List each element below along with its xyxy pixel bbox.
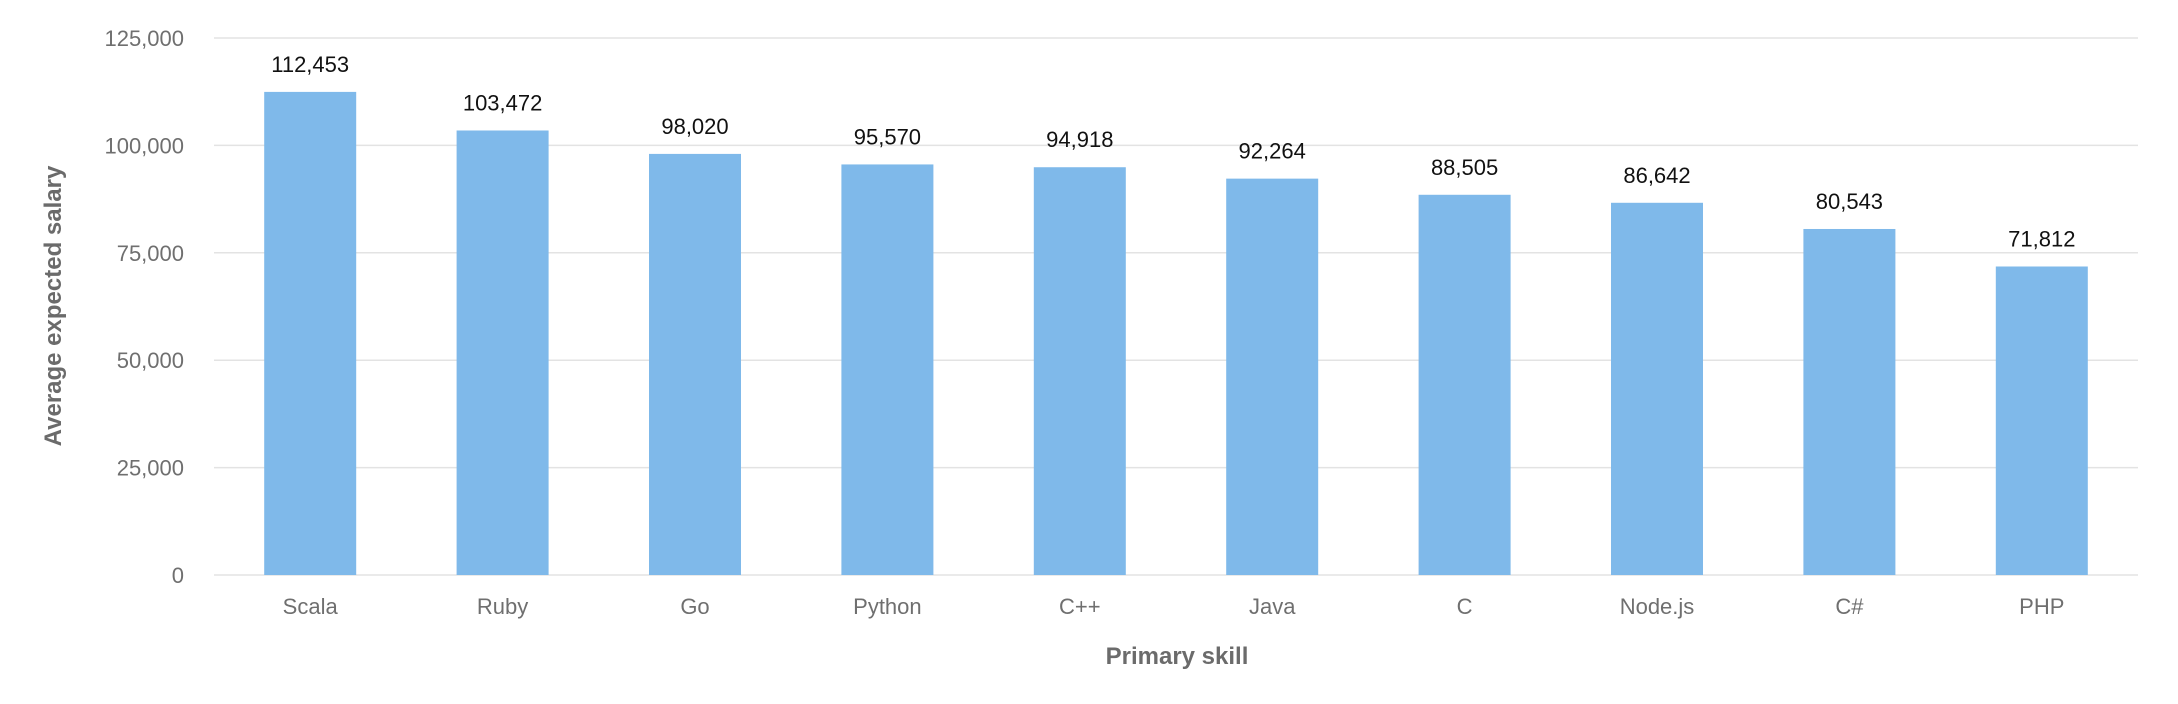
x-tick-label: Scala <box>283 594 339 619</box>
x-tick-label: C++ <box>1059 594 1101 619</box>
x-tick-label: PHP <box>2019 594 2064 619</box>
x-tick-label: Java <box>1249 594 1296 619</box>
bar <box>456 130 549 575</box>
bar <box>1226 178 1319 575</box>
x-tick-label: Ruby <box>477 594 528 619</box>
data-label: 92,264 <box>1239 139 1306 164</box>
y-axis-tick-labels: 0 25,000 50,000 75,000 100,000 125,000 <box>104 26 184 588</box>
bar <box>1995 266 2088 575</box>
y-tick-label: 75,000 <box>117 241 184 266</box>
bar <box>1611 202 1703 576</box>
bar <box>1033 167 1126 575</box>
data-label: 80,543 <box>1816 189 1883 214</box>
x-tick-label: C <box>1457 594 1473 619</box>
data-label: 94,918 <box>1046 127 1113 152</box>
data-label: 71,812 <box>2008 226 2075 251</box>
data-label: 103,472 <box>463 90 543 115</box>
data-label: 88,505 <box>1431 155 1498 180</box>
bars <box>264 91 2088 576</box>
x-tick-label: Python <box>853 594 922 619</box>
data-label: 86,642 <box>1623 163 1690 188</box>
bar <box>1418 194 1511 575</box>
data-label: 98,020 <box>661 114 728 139</box>
x-axis-title: Primary skill <box>1106 643 1249 670</box>
x-tick-label: C# <box>1835 594 1864 619</box>
y-axis-title: Average expected salary <box>40 165 67 446</box>
x-axis-tick-labels: Scala Ruby Go Python C++ Java C Node.js C# PHP <box>283 594 2065 619</box>
bar <box>1803 228 1896 575</box>
bar <box>264 91 357 575</box>
y-tick-label: 25,000 <box>117 456 184 481</box>
y-tick-label: 0 <box>172 563 184 588</box>
bar <box>649 153 741 576</box>
x-tick-label: Node.js <box>1620 594 1695 619</box>
data-label: 95,570 <box>854 124 921 149</box>
data-label: 112,453 <box>271 52 349 77</box>
x-tick-label: Go <box>680 594 709 619</box>
y-tick-label: 100,000 <box>104 133 184 158</box>
y-tick-label: 50,000 <box>117 348 184 373</box>
data-labels: 112,453 103,472 98,020 95,570 94,918 92,264 88… <box>271 52 2075 252</box>
y-tick-label: 125,000 <box>104 26 184 51</box>
bar <box>841 164 934 575</box>
